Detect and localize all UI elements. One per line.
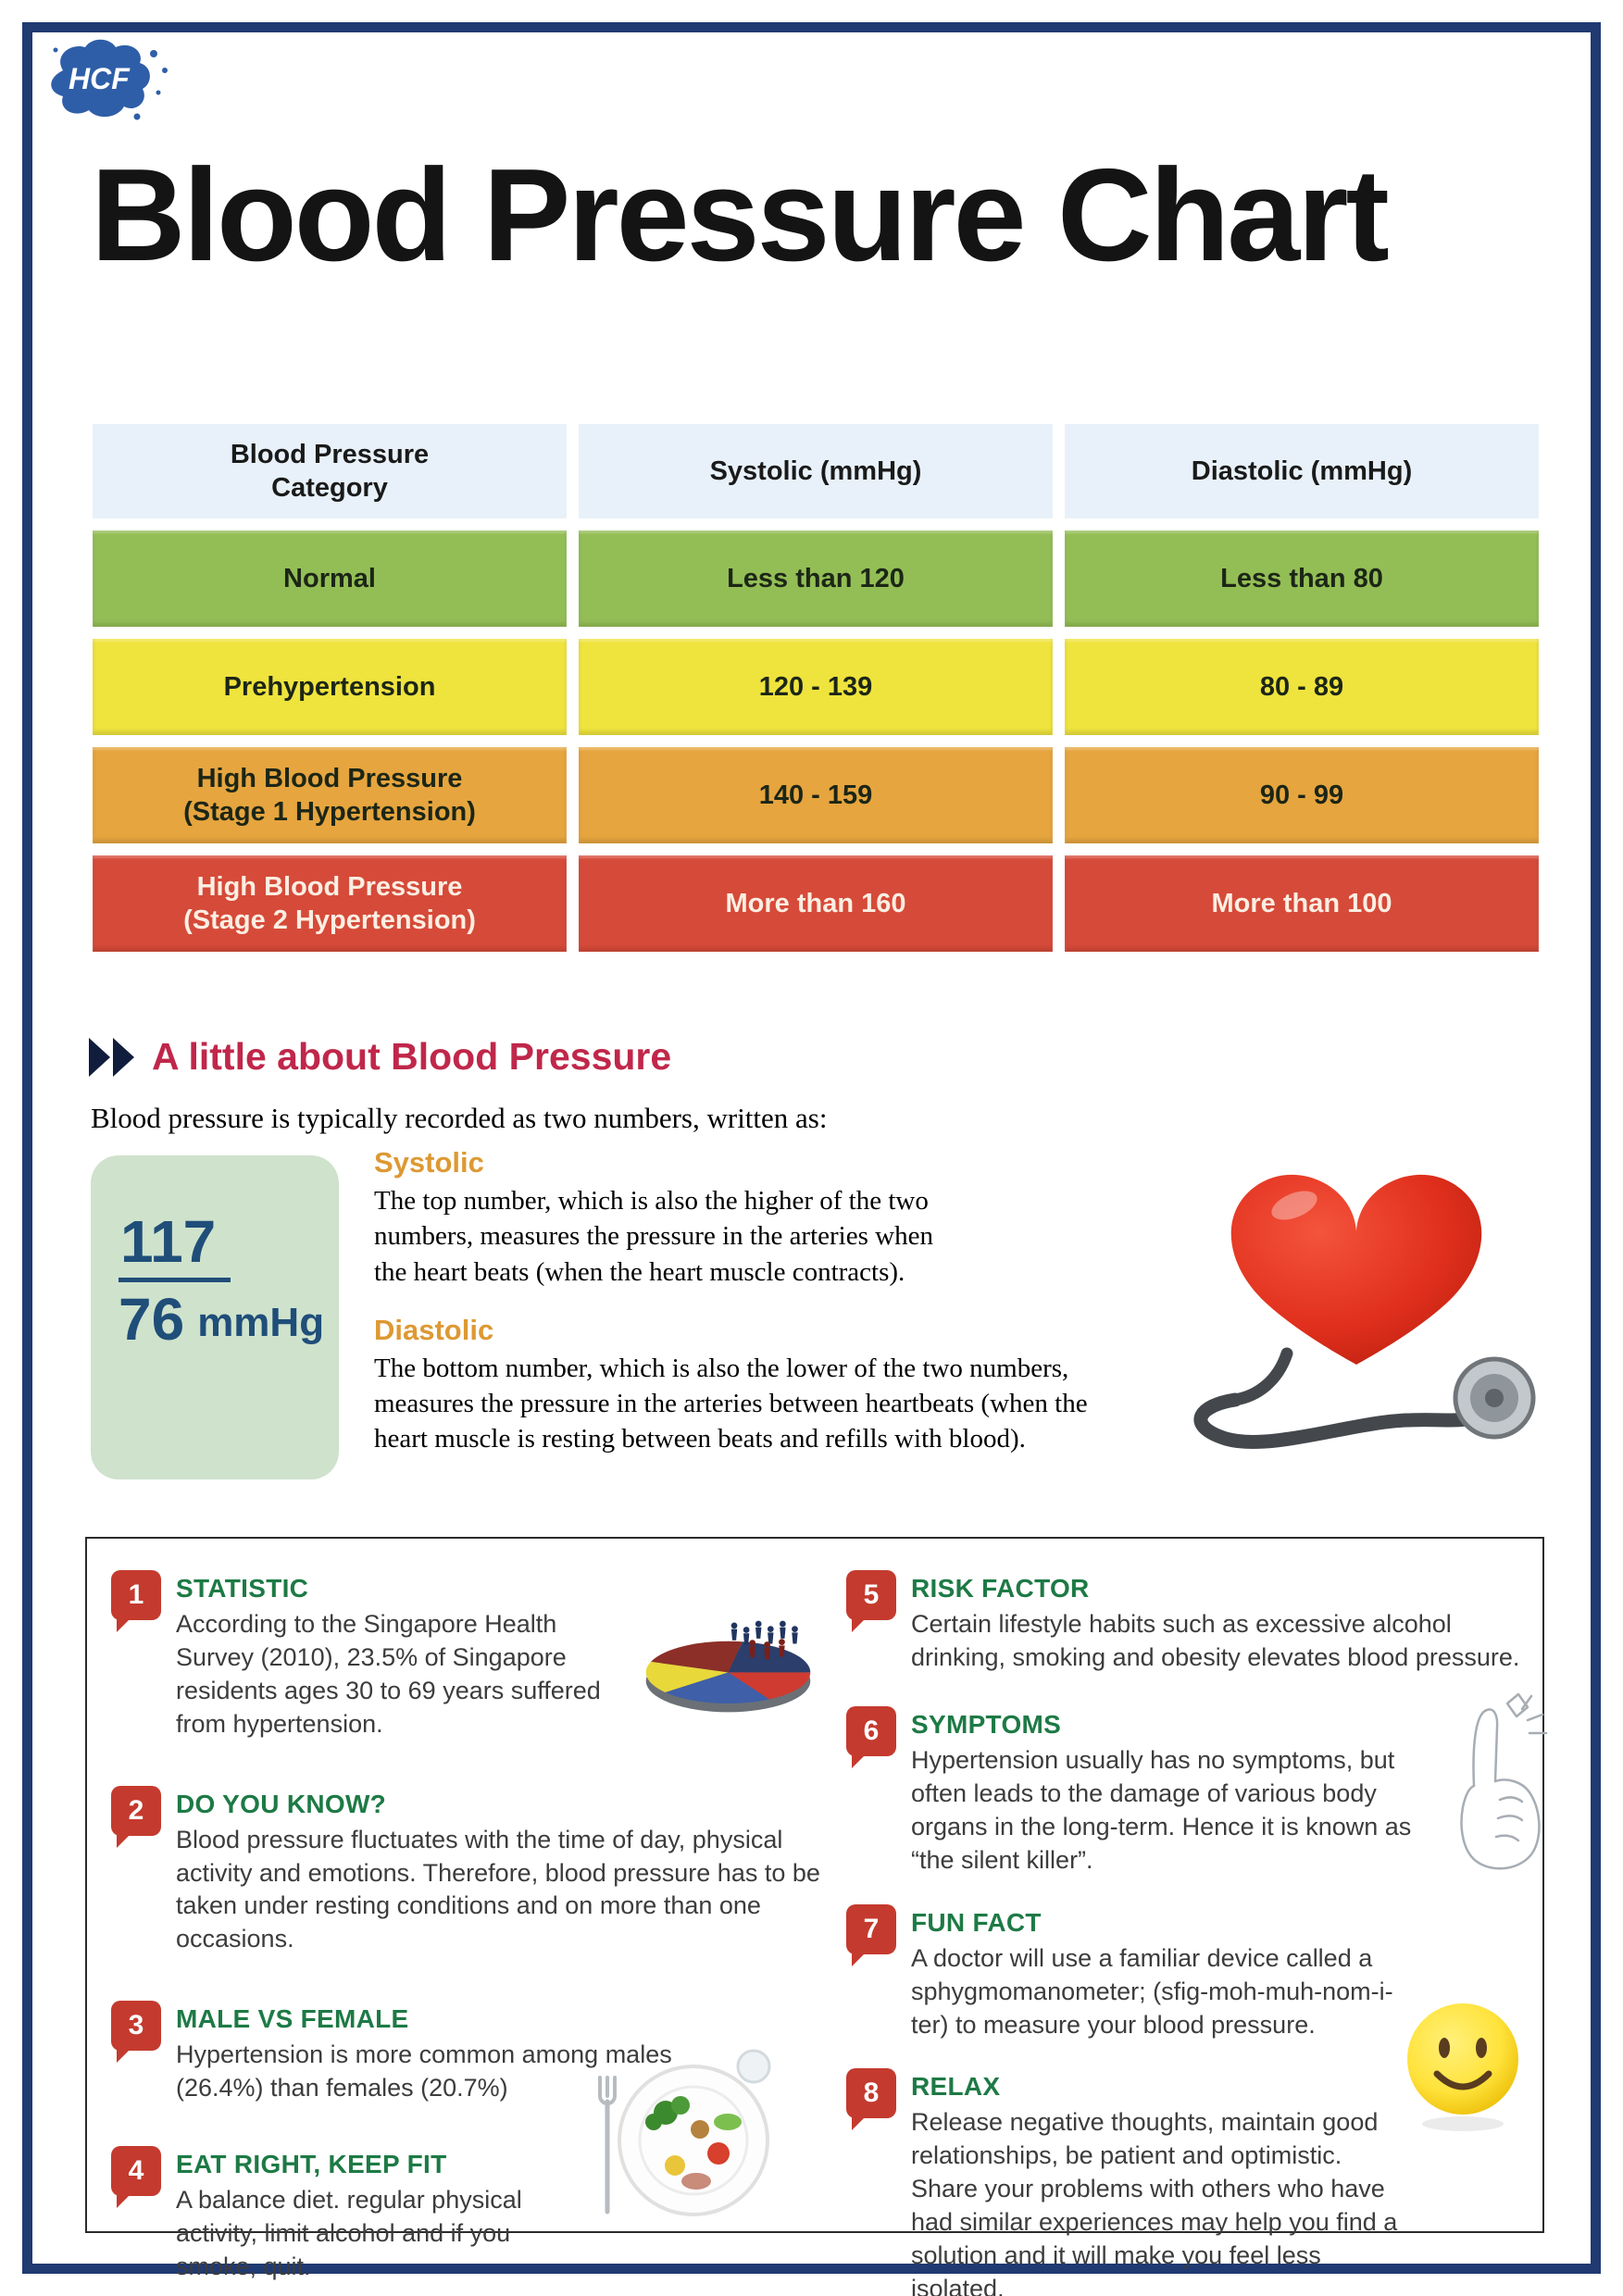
double-arrow-icon	[89, 1037, 134, 1077]
diastolic-label: Diastolic	[374, 1313, 494, 1346]
fact-number: 1	[128, 1579, 144, 1610]
heart-with-stethoscope-image	[1148, 1120, 1555, 1481]
population-pie-chart-image	[629, 1600, 828, 1728]
fact-title: DO YOU KNOW?	[176, 1789, 387, 1818]
fact-number-badge: 5	[846, 1570, 896, 1632]
fact-do-you-know: 2 DO YOU KNOW? Blood pressure fluctuates…	[111, 1785, 837, 1957]
table-row-prehypertension-diastolic: 80 - 89	[1065, 639, 1539, 735]
fact-title: MALE VS FEMALE	[176, 2004, 409, 2034]
fact-eat-right: 4 EAT RIGHT, KEEP FIT A balance diet. re…	[111, 2146, 837, 2284]
mmhg-unit: mmHg	[197, 1300, 325, 1346]
fact-title: RISK FACTOR	[911, 1574, 1090, 1603]
smiley-face-image	[1394, 1994, 1533, 2135]
about-heading-text: A little about Blood Pressure	[152, 1035, 672, 1078]
table-row-normal-diastolic: Less than 80	[1065, 530, 1539, 627]
table-header-category: Blood Pressure Category	[93, 424, 567, 518]
table-header-systolic: Systolic (mmHg)	[579, 424, 1053, 518]
about-section-heading: A little about Blood Pressure	[89, 1035, 671, 1079]
fact-number-badge: 6	[846, 1705, 896, 1768]
fact-title: EAT RIGHT, KEEP FIT	[176, 2150, 447, 2179]
fact-relax: 8 RELAX Release negative thoughts, maint…	[846, 2068, 1528, 2296]
facts-column-left: 1 STATISTIC According to the Singapore H…	[111, 1570, 837, 2284]
fact-text: Hypertension usually has no symptoms, bu…	[911, 1745, 1412, 1874]
table-row-stage2-category: High Blood Pressure (Stage 2 Hypertensio…	[93, 855, 567, 952]
table-header-diastolic: Diastolic (mmHg)	[1065, 424, 1539, 518]
fact-symptoms: 6 SYMPTOMS Hypertension usually has no s…	[846, 1705, 1528, 1878]
fact-number: 2	[128, 1794, 144, 1826]
table-row-prehypertension-systolic: 120 - 139	[579, 639, 1053, 735]
fact-text: Blood pressure fluctuates with the time …	[176, 1825, 820, 1953]
about-intro-text: Blood pressure is typically recorded as …	[91, 1102, 828, 1134]
table-row-normal-systolic: Less than 120	[579, 530, 1053, 627]
fact-number-badge: 7	[846, 1904, 896, 1967]
fact-text: Release negative thoughts, maintain good…	[911, 2108, 1398, 2296]
fact-title: FUN FACT	[911, 1908, 1042, 1938]
systolic-label: Systolic	[374, 1146, 484, 1179]
systolic-description: The top number, which is also the higher…	[374, 1186, 933, 1287]
hcf-logo: HCF	[41, 35, 180, 133]
table-row-stage2-diastolic: More than 100	[1065, 855, 1539, 952]
fact-text: Hypertension is more common among males …	[176, 2040, 672, 2103]
blood-pressure-table: Blood Pressure Category Systolic (mmHg) …	[93, 424, 1539, 952]
fact-statistic: 1 STATISTIC According to the Singapore H…	[111, 1570, 837, 1741]
fact-text: A doctor will use a familiar device call…	[911, 1944, 1393, 2040]
healthy-food-plate-image	[587, 2040, 781, 2226]
fact-number-badge: 4	[111, 2146, 161, 2209]
fact-text: A balance diet. regular physical activit…	[176, 2186, 522, 2280]
table-row-normal-category: Normal	[93, 530, 567, 627]
fact-number: 6	[863, 1715, 880, 1746]
diastolic-value: 76	[119, 1286, 185, 1354]
systolic-diastolic-explainer: Systolic The top number, which is also t…	[374, 1146, 1124, 1481]
fact-number-badge: 3	[111, 2001, 161, 2064]
bp-reading: 117 76 mmHg	[119, 1209, 324, 1349]
fact-male-vs-female: 3 MALE VS FEMALE Hypertension is more co…	[111, 2001, 837, 2105]
fact-number: 5	[863, 1579, 880, 1610]
facts-panel: 1 STATISTIC According to the Singapore H…	[85, 1537, 1548, 2296]
table-row-stage1-diastolic: 90 - 99	[1065, 747, 1539, 843]
fact-text: According to the Singapore Health Survey…	[176, 1610, 601, 1738]
fact-number: 3	[128, 2010, 144, 2041]
fact-title: SYMPTOMS	[911, 1709, 1062, 1739]
fact-title: STATISTIC	[176, 1574, 309, 1603]
shh-hand-sketch-image	[1418, 1689, 1557, 1878]
table-row-prehypertension-category: Prehypertension	[93, 639, 567, 735]
bp-reading-box: 117 76 mmHg	[91, 1155, 339, 1479]
fact-number: 8	[863, 2078, 880, 2109]
systolic-value: 117	[119, 1209, 231, 1283]
table-row-stage1-category: High Blood Pressure (Stage 1 Hypertensio…	[93, 747, 567, 843]
diastolic-description: The bottom number, which is also the low…	[374, 1353, 1088, 1454]
fact-number: 4	[128, 2155, 144, 2187]
table-row-stage1-systolic: 140 - 159	[579, 747, 1053, 843]
ink-splat-icon: HCF	[51, 39, 168, 120]
page-title: Blood Pressure Chart	[91, 142, 1390, 289]
table-row-stage2-systolic: More than 160	[579, 855, 1053, 952]
fact-number-badge: 1	[111, 1570, 161, 1632]
logo-text: HCF	[69, 62, 131, 95]
fact-text: Certain lifestyle habits such as excessi…	[911, 1610, 1520, 1671]
facts-column-right: 5 RISK FACTOR Certain lifestyle habits s…	[846, 1570, 1528, 2296]
fact-risk-factor: 5 RISK FACTOR Certain lifestyle habits s…	[846, 1570, 1528, 1675]
fact-fun-fact: 7 FUN FACT A doctor will use a familiar …	[846, 1904, 1528, 2042]
fact-number-badge: 8	[846, 2068, 896, 2131]
fact-number-badge: 2	[111, 1785, 161, 1848]
fact-title: RELAX	[911, 2072, 1001, 2102]
fact-number: 7	[863, 1914, 880, 1945]
